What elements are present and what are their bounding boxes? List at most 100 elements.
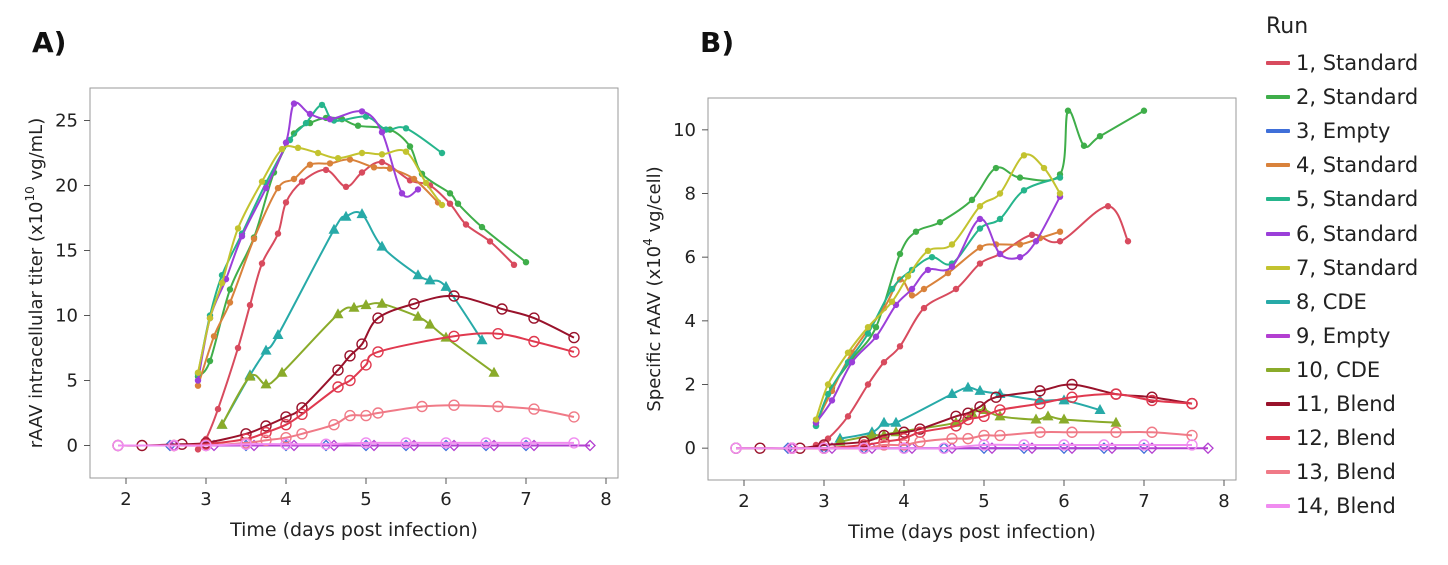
data-point (976, 215, 984, 223)
data-point (448, 330, 460, 342)
data-point (1094, 403, 1106, 414)
data-point (258, 178, 266, 185)
data-point (818, 442, 830, 454)
y-axis-label-suffix: vg/cell) (644, 166, 665, 238)
data-point (214, 405, 222, 413)
data-point (440, 280, 452, 291)
data-point (946, 432, 958, 445)
data-point (400, 437, 412, 449)
legend-item: 10, CDE (1266, 353, 1441, 387)
data-point (282, 199, 290, 206)
data-point (492, 328, 504, 340)
data-point (376, 297, 388, 308)
data-point (992, 164, 1000, 172)
data-point (1020, 187, 1028, 194)
data-point (346, 156, 354, 163)
y-tick-label: 10 (673, 120, 696, 141)
data-point (332, 381, 344, 393)
legend-item: 1, Standard (1266, 46, 1441, 80)
legend-item: 9, Empty (1266, 319, 1441, 353)
data-point (280, 411, 292, 423)
series-line (173, 404, 575, 447)
data-point (492, 400, 504, 413)
data-point (896, 343, 904, 350)
data-point (348, 301, 360, 312)
data-point (914, 436, 926, 448)
data-point (486, 238, 494, 245)
data-point (496, 303, 508, 315)
data-point (1066, 426, 1078, 438)
data-point (1058, 439, 1070, 451)
data-point (362, 113, 370, 120)
y-axis-label-exponent: 4 (641, 238, 655, 246)
x-axis-label: Time (days post infection) (847, 521, 1096, 543)
data-point (864, 324, 872, 331)
x-tick-label: 4 (898, 491, 909, 512)
data-point (1138, 442, 1150, 455)
data-point (920, 285, 928, 293)
legend-label: 5, Standard (1296, 187, 1419, 212)
x-tick-label: 7 (1138, 491, 1149, 512)
data-point (844, 349, 852, 356)
y-tick-label: 20 (55, 176, 78, 197)
legend-items: 1, Standard 2, Standard 3, Empty 4, Standar… (1266, 46, 1441, 523)
data-point (880, 359, 888, 366)
plot-area (730, 107, 1214, 455)
data-point (1202, 442, 1214, 455)
data-point (878, 436, 890, 448)
data-point (280, 432, 292, 444)
data-point (962, 432, 974, 445)
data-point (858, 439, 870, 451)
data-point (290, 175, 298, 183)
series-line (197, 116, 527, 378)
data-point (344, 350, 356, 362)
data-point (168, 439, 180, 452)
data-point (996, 250, 1004, 258)
data-point (1018, 439, 1030, 451)
data-point (920, 304, 928, 312)
data-point (990, 391, 1002, 403)
data-point (1056, 174, 1064, 181)
data-point (360, 409, 372, 422)
legend-swatch (1266, 61, 1290, 66)
data-point (372, 312, 384, 324)
legend-label: 7, Standard (1296, 255, 1419, 280)
data-point (448, 399, 460, 411)
legend-swatch (1266, 333, 1290, 338)
data-point (318, 101, 326, 109)
data-point (302, 119, 310, 127)
data-point (976, 244, 984, 251)
data-point (462, 221, 470, 228)
legend-label: 12, Blend (1296, 426, 1396, 451)
data-point (112, 439, 124, 452)
panel-a: A) 2 3 4 5 6 7 8 0 5 10 15 20 25 Time (days post infec… (23, 26, 619, 541)
x-axis-label: Time (days post infection) (229, 519, 478, 541)
x-tick-label: 6 (1058, 491, 1069, 512)
data-point (510, 261, 518, 268)
data-point (938, 442, 950, 454)
legend-item: 12, Blend (1266, 421, 1441, 455)
data-point (1056, 190, 1064, 197)
data-point (1110, 416, 1122, 427)
data-point (528, 403, 540, 415)
legend-item: 7, Standard (1266, 251, 1441, 285)
data-point (946, 388, 958, 399)
data-point (438, 149, 446, 157)
data-point (1032, 238, 1040, 245)
data-point (890, 416, 902, 427)
data-point (872, 324, 880, 331)
x-tick-label: 6 (440, 489, 451, 510)
data-point (206, 314, 214, 322)
data-point (344, 374, 356, 387)
data-point (936, 218, 944, 226)
y-tick-label: 5 (67, 371, 78, 392)
data-point (864, 330, 872, 337)
data-point (298, 178, 306, 185)
data-point (730, 442, 742, 454)
data-point (422, 179, 430, 187)
y-tick-label: 2 (685, 375, 696, 396)
panel-b: B) 2 3 4 5 6 7 8 0 2 4 6 8 10 Time (days post infectio… (641, 26, 1237, 543)
data-point (280, 438, 292, 450)
data-point (1066, 378, 1078, 391)
